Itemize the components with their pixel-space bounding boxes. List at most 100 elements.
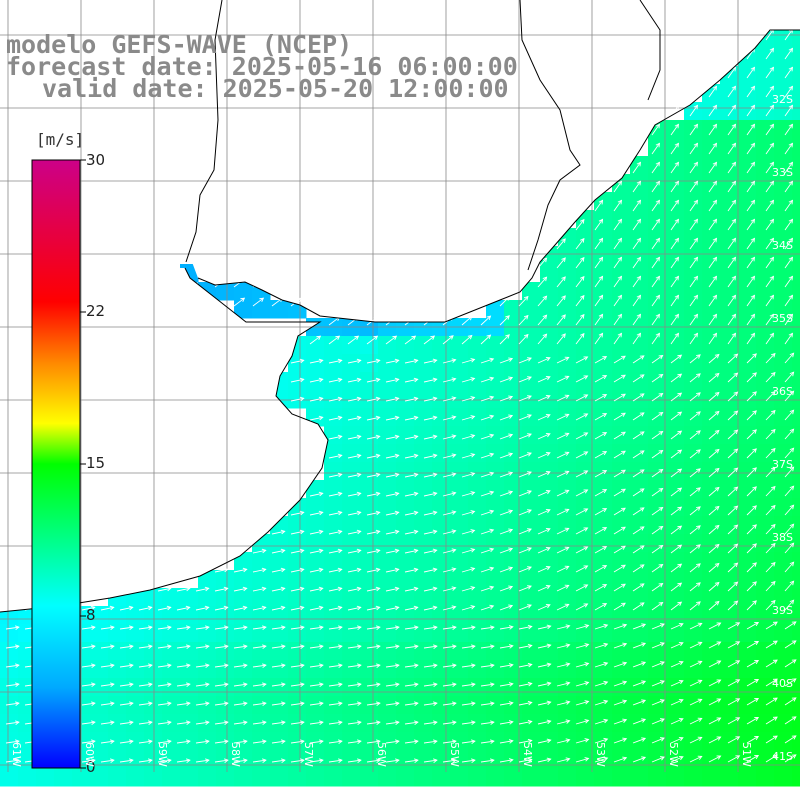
wind-cell — [450, 444, 469, 463]
wind-arrow — [518, 585, 532, 592]
wind-arrow — [765, 47, 774, 60]
wind-cell — [666, 660, 685, 679]
wind-cell — [702, 750, 721, 769]
wind-arrow — [613, 545, 626, 554]
wind-arrow — [176, 605, 191, 611]
wind-cell — [504, 768, 523, 787]
wind-cell — [504, 732, 523, 751]
wind-cell — [792, 30, 800, 49]
wind-cell — [738, 534, 757, 553]
wind-arrow — [404, 586, 419, 592]
wind-arrow — [233, 625, 248, 630]
wind-cell — [792, 588, 800, 607]
wind-arrow — [727, 736, 741, 744]
wind-arrow — [613, 680, 628, 687]
wind-arrow — [157, 605, 172, 611]
wind-cell — [774, 228, 793, 247]
colorbar — [31, 159, 86, 769]
wind-arrow — [784, 237, 793, 250]
wind-arrow — [271, 739, 286, 744]
wind-cell — [90, 642, 109, 661]
wind-cell — [684, 120, 703, 139]
wind-cell — [702, 660, 721, 679]
wind-cell — [180, 750, 199, 769]
wind-cell — [486, 462, 505, 481]
wind-cell — [792, 606, 800, 625]
wind-arrow — [385, 358, 400, 364]
wind-cell — [684, 480, 703, 499]
wind-cell — [756, 696, 775, 715]
wind-arrow — [670, 161, 679, 174]
wind-cell — [180, 696, 199, 715]
wind-cell — [702, 246, 721, 265]
wind-cell — [234, 660, 253, 679]
wind-arrow — [309, 548, 324, 554]
wind-arrow — [252, 586, 267, 592]
wind-cell — [432, 678, 451, 697]
wind-cell — [684, 210, 703, 229]
wind-arrow — [746, 678, 760, 687]
wind-cell — [234, 624, 253, 643]
wind-cell — [324, 354, 343, 373]
wind-cell — [792, 84, 800, 103]
wind-arrow — [461, 758, 476, 763]
wind-cell — [720, 354, 739, 373]
wind-cell — [234, 300, 253, 319]
wind-arrow — [632, 642, 647, 649]
wind-cell — [342, 534, 361, 553]
wind-arrow — [347, 415, 362, 421]
wind-arrow — [670, 544, 683, 554]
wind-arrow — [651, 544, 664, 554]
wind-arrow — [385, 567, 400, 573]
wind-cell — [324, 678, 343, 697]
wind-arrow — [442, 415, 457, 421]
wind-cell — [648, 498, 667, 517]
wind-cell — [522, 336, 541, 355]
wind-arrow — [442, 682, 457, 687]
wind-cell — [540, 300, 559, 319]
wind-arrow — [575, 313, 585, 326]
wind-arrow — [537, 662, 552, 668]
wind-cell — [756, 156, 775, 175]
wind-arrow — [309, 529, 324, 535]
wind-arrow — [176, 701, 191, 706]
wind-arrow — [594, 394, 608, 402]
wind-arrow — [746, 256, 755, 269]
wind-arrow — [499, 663, 514, 668]
wind-arrow — [537, 584, 551, 592]
wind-cell — [702, 228, 721, 247]
wind-cell — [252, 300, 271, 319]
wind-cell — [738, 390, 757, 409]
wind-cell — [486, 642, 505, 661]
wind-cell — [162, 768, 181, 787]
wind-cell — [684, 264, 703, 283]
wind-cell — [720, 408, 739, 427]
wind-arrow — [119, 739, 134, 744]
wind-arrow — [765, 561, 776, 573]
wind-cell — [558, 696, 577, 715]
wind-cell — [306, 678, 325, 697]
wind-cell — [396, 498, 415, 517]
wind-arrow — [100, 701, 115, 706]
wind-cell — [774, 606, 793, 625]
wind-cell — [594, 390, 613, 409]
wind-cell — [180, 768, 199, 787]
wind-cell — [756, 84, 775, 103]
wind-arrow — [556, 700, 571, 706]
wind-arrow — [480, 566, 495, 573]
wind-arrow — [746, 716, 760, 725]
wind-arrow — [195, 739, 210, 744]
wind-cell — [594, 696, 613, 715]
wind-cell — [612, 552, 631, 571]
wind-arrow — [556, 333, 566, 345]
wind-cell — [702, 624, 721, 643]
wind-arrow — [575, 681, 590, 687]
wind-cell — [486, 390, 505, 409]
wind-cell — [630, 444, 649, 463]
wind-cell — [774, 156, 793, 175]
wind-arrow — [366, 625, 381, 630]
wind-cell — [630, 408, 649, 427]
wind-cell — [702, 678, 721, 697]
wind-cell — [414, 408, 433, 427]
